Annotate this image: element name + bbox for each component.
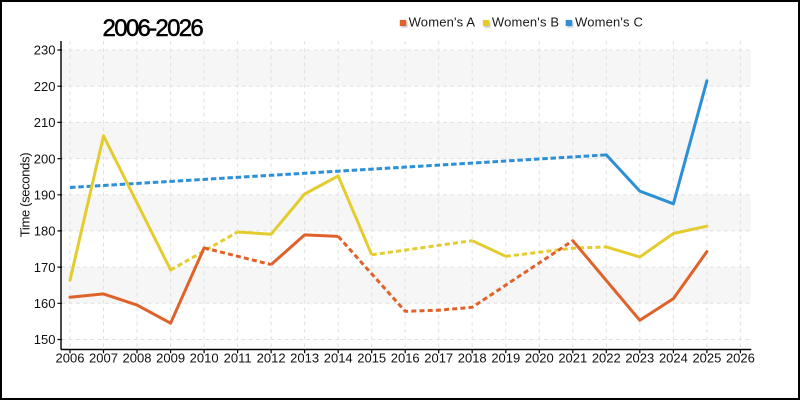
- svg-text:2019: 2019: [491, 351, 520, 366]
- svg-text:220: 220: [34, 79, 56, 94]
- svg-text:2023: 2023: [625, 351, 654, 366]
- svg-text:200: 200: [34, 151, 56, 166]
- svg-text:2021: 2021: [558, 351, 587, 366]
- svg-text:2006-2026: 2006-2026: [103, 15, 204, 42]
- svg-text:2012: 2012: [257, 351, 286, 366]
- svg-text:150: 150: [34, 332, 56, 347]
- svg-text:2026: 2026: [726, 351, 755, 366]
- svg-text:210: 210: [34, 115, 56, 130]
- svg-text:2008: 2008: [123, 351, 152, 366]
- svg-text:2024: 2024: [659, 351, 688, 366]
- svg-text:2016: 2016: [391, 351, 420, 366]
- svg-text:2018: 2018: [458, 351, 487, 366]
- svg-text:230: 230: [34, 43, 56, 58]
- svg-text:2014: 2014: [324, 351, 353, 366]
- svg-text:2006: 2006: [56, 351, 85, 366]
- svg-text:2020: 2020: [525, 351, 554, 366]
- svg-text:2017: 2017: [424, 351, 453, 366]
- svg-text:160: 160: [34, 296, 56, 311]
- svg-text:2007: 2007: [89, 351, 118, 366]
- svg-text:180: 180: [34, 224, 56, 239]
- svg-text:Women's C: Women's C: [575, 15, 643, 30]
- svg-text:2013: 2013: [290, 351, 319, 366]
- svg-text:Women's B: Women's B: [492, 15, 559, 30]
- svg-text:2009: 2009: [156, 351, 185, 366]
- svg-text:Time (seconds): Time (seconds): [18, 153, 33, 237]
- svg-text:Women's A: Women's A: [409, 15, 476, 30]
- svg-text:2015: 2015: [357, 351, 386, 366]
- svg-text:170: 170: [34, 260, 56, 275]
- svg-text:190: 190: [34, 188, 56, 203]
- svg-text:2022: 2022: [592, 351, 621, 366]
- svg-text:2025: 2025: [692, 351, 721, 366]
- svg-text:2010: 2010: [190, 351, 219, 366]
- svg-text:2011: 2011: [224, 351, 252, 366]
